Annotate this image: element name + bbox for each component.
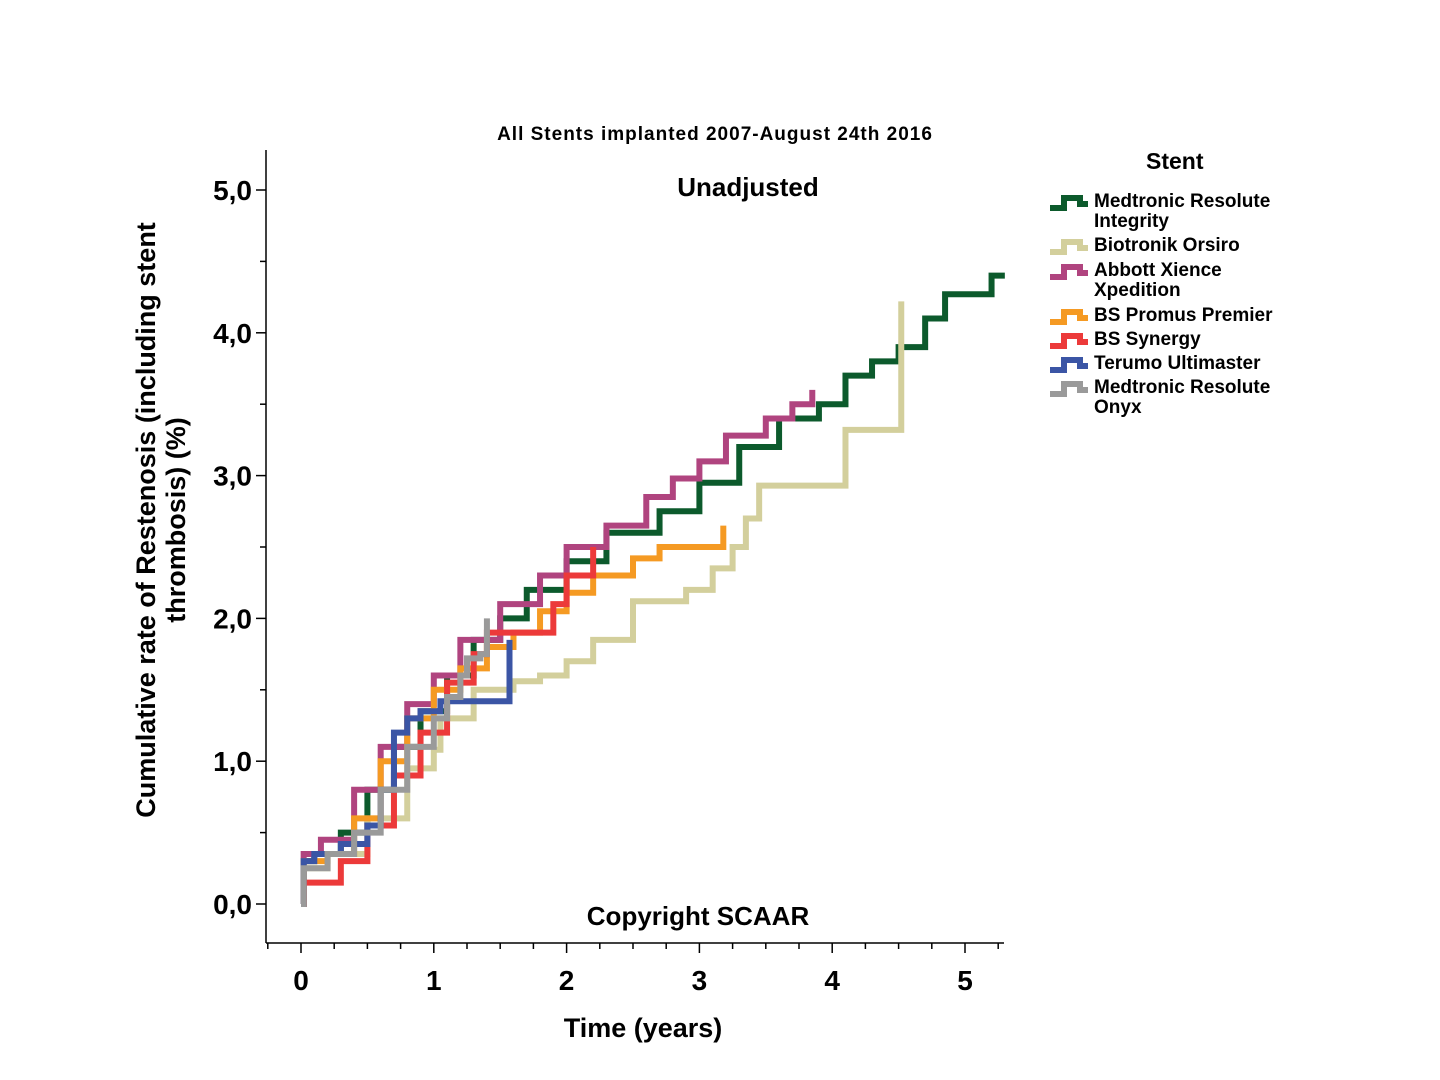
legend-title: Stent — [1146, 148, 1204, 174]
series-lines — [300, 272, 1005, 907]
series-line-3 — [300, 389, 816, 907]
legend-swatch-line — [1050, 309, 1088, 325]
y-tick-label: 0,0 — [213, 889, 252, 920]
y-tick-label: 4,0 — [213, 318, 252, 349]
legend-swatch — [1050, 309, 1088, 325]
legend-swatch-line — [1050, 381, 1088, 397]
series-line-5 — [300, 547, 597, 907]
legend-item: Abbott Xience Xpedition — [1048, 261, 1314, 301]
y-tick-label: 1,0 — [213, 746, 252, 777]
axes: 0,0 1,0 2,0 3,0 4,0 5,0 0 1 2 3 4 5 — [213, 150, 1004, 996]
x-tick-label: 5 — [957, 965, 973, 996]
legend-item: Biotronik Orsiro — [1048, 236, 1314, 256]
x-axis-title: Time (years) — [564, 1013, 723, 1043]
x-tick-label: 3 — [692, 965, 708, 996]
legend-swatch-line — [1050, 357, 1088, 373]
legend-swatch-line — [1050, 195, 1088, 211]
legend-label: Terumo Ultimaster — [1094, 353, 1261, 374]
legend-label: Medtronic Resolute Onyx — [1094, 377, 1271, 418]
legend-swatch-line — [1050, 264, 1088, 280]
legend-swatch — [1050, 264, 1088, 280]
x-tick-label: 4 — [824, 965, 840, 996]
y-axis-title: Cumulative rate of Restenosis (including… — [131, 222, 191, 818]
legend-item: Medtronic Resolute Integrity — [1048, 192, 1314, 232]
y-tick-label: 5,0 — [213, 175, 252, 206]
legend-swatch — [1050, 239, 1088, 255]
chart-subtitle: Unadjusted — [677, 172, 819, 202]
legend-swatch-line — [1050, 333, 1088, 349]
legend-item: BS Promus Premier — [1048, 306, 1314, 326]
legend-swatch-line — [1050, 239, 1088, 255]
legend-item: BS Synergy — [1048, 330, 1314, 350]
legend-swatch — [1050, 357, 1088, 373]
legend-label: Medtronic Resolute Integrity — [1094, 191, 1271, 232]
chart-title: All Stents implanted 2007-August 24th 20… — [497, 124, 933, 145]
legend-label: BS Synergy — [1094, 329, 1201, 350]
x-tick-label: 0 — [293, 965, 309, 996]
x-tick-label: 1 — [426, 965, 442, 996]
y-tick-label: 2,0 — [213, 603, 252, 634]
legend-label: Biotronik Orsiro — [1094, 235, 1240, 256]
legend-label: BS Promus Premier — [1094, 305, 1273, 326]
series-line-7 — [300, 618, 490, 907]
legend-label: Abbott Xience Xpedition — [1094, 260, 1222, 301]
legend-swatch — [1050, 381, 1088, 397]
legend-swatch — [1050, 195, 1088, 211]
legend-swatch — [1050, 333, 1088, 349]
legend-item: Terumo Ultimaster — [1048, 354, 1314, 374]
x-tick-label: 2 — [559, 965, 575, 996]
legend-item: Medtronic Resolute Onyx — [1048, 378, 1314, 418]
y-tick-label: 3,0 — [213, 461, 252, 492]
copyright-annotation: Copyright SCAAR — [587, 901, 810, 931]
y-axis-title-line: Cumulative rate of Restenosis (including… — [131, 222, 161, 818]
series-line-4 — [300, 525, 727, 907]
y-axis-title-line: thrombosis) (%) — [161, 417, 191, 623]
